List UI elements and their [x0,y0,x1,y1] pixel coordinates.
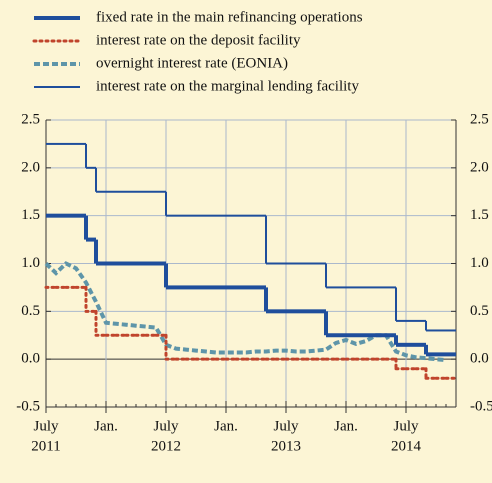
y-tick-label: 0.0 [21,351,40,367]
y-tick-label: 2.5 [21,111,40,127]
x-year-label: 2011 [31,438,60,454]
y-tick-label: 1.0 [21,255,40,271]
legend-label: overnight interest rate (EONIA) [96,55,288,71]
x-year-label: 2012 [151,438,181,454]
y2-tick-label: -0.5 [470,398,492,414]
y-tick-label: 1.5 [21,207,40,223]
y-tick-label: 2.0 [21,159,40,175]
x-tick-label: July [273,418,299,434]
y-tick-label: 0.5 [21,303,40,319]
y2-tick-label: 0.0 [470,351,489,367]
x-year-label: 2014 [391,438,422,454]
y2-tick-label: 2.0 [470,159,489,175]
y2-tick-label: 0.5 [470,303,489,319]
x-tick-label: Jan. [334,418,358,434]
x-tick-label: Jan. [214,418,238,434]
x-year-label: 2013 [271,438,301,454]
y-tick-label: -0.5 [16,398,40,414]
y2-tick-label: 1.5 [470,207,489,223]
legend-label: fixed rate in the main refinancing opera… [96,9,363,25]
x-tick-label: July [153,418,179,434]
legend-label: interest rate on the marginal lending fa… [96,78,359,94]
y2-tick-label: 1.0 [470,255,489,271]
y2-tick-label: 2.5 [470,111,489,127]
legend-label: interest rate on the deposit facility [96,32,301,48]
x-tick-label: July [393,418,419,434]
x-tick-label: Jan. [94,418,118,434]
x-tick-label: July [33,418,59,434]
